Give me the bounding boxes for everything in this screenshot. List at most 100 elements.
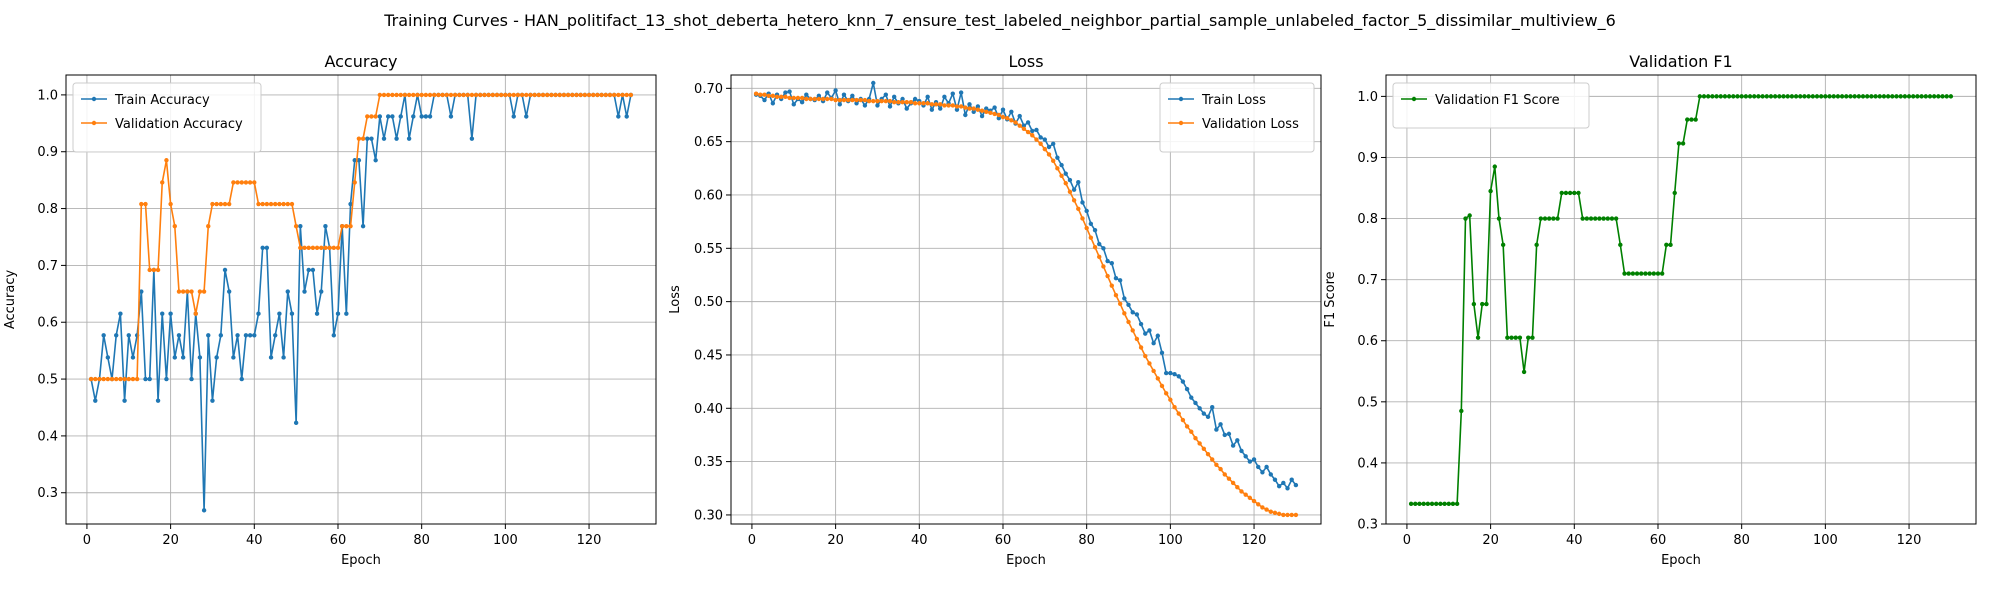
data-point bbox=[1159, 350, 1165, 356]
legend: Validation F1 Score bbox=[1392, 82, 1590, 129]
data-point bbox=[344, 311, 349, 316]
data-point bbox=[1272, 477, 1278, 482]
data-point bbox=[908, 100, 914, 105]
legend-swatch-marker bbox=[1411, 96, 1417, 102]
data-point bbox=[1689, 117, 1694, 122]
data-point bbox=[511, 114, 516, 119]
data-point bbox=[143, 376, 148, 382]
data-point bbox=[1869, 94, 1874, 99]
data-point bbox=[758, 92, 763, 97]
data-point bbox=[1521, 369, 1527, 375]
x-tick-label: 80 bbox=[1078, 533, 1095, 548]
data-point bbox=[1051, 141, 1056, 146]
data-point bbox=[1193, 400, 1198, 406]
data-point bbox=[402, 92, 408, 98]
data-point bbox=[1718, 94, 1723, 99]
data-point bbox=[1756, 94, 1761, 99]
data-point bbox=[1025, 129, 1031, 135]
data-point bbox=[984, 109, 989, 114]
legend-label: Validation Loss bbox=[1202, 117, 1299, 132]
data-point bbox=[260, 245, 265, 250]
data-point bbox=[310, 267, 316, 273]
data-point bbox=[168, 311, 173, 316]
data-point bbox=[243, 180, 249, 185]
data-point bbox=[1151, 341, 1156, 346]
data-point bbox=[1113, 275, 1119, 281]
data-point bbox=[1017, 113, 1022, 119]
data-point bbox=[896, 100, 901, 105]
data-point bbox=[273, 333, 278, 338]
data-point bbox=[1764, 94, 1769, 99]
data-point bbox=[912, 101, 918, 106]
data-point bbox=[411, 92, 416, 98]
data-point bbox=[1739, 94, 1744, 99]
y-axis-label: F1 Score bbox=[1323, 271, 1338, 327]
data-point bbox=[406, 92, 412, 98]
data-point bbox=[1417, 501, 1422, 507]
data-point bbox=[281, 355, 286, 360]
data-point bbox=[1542, 216, 1548, 221]
data-point bbox=[339, 223, 345, 229]
data-point bbox=[1226, 431, 1232, 437]
data-point bbox=[942, 103, 947, 108]
data-point bbox=[979, 113, 985, 119]
data-point bbox=[360, 223, 366, 229]
data-point bbox=[507, 92, 512, 98]
data-point bbox=[1877, 94, 1882, 99]
data-point bbox=[762, 92, 767, 97]
data-point bbox=[440, 92, 445, 98]
x-tick-label: 0 bbox=[83, 533, 91, 548]
data-point bbox=[511, 92, 516, 98]
data-point bbox=[938, 106, 943, 111]
data-point bbox=[256, 311, 261, 316]
data-point bbox=[247, 333, 253, 338]
data-point bbox=[1226, 476, 1232, 481]
data-point bbox=[620, 92, 625, 98]
data-point bbox=[1643, 271, 1648, 276]
data-point bbox=[1276, 483, 1282, 489]
data-point bbox=[356, 158, 362, 163]
data-point bbox=[779, 94, 784, 100]
data-point bbox=[984, 106, 989, 111]
data-point bbox=[293, 420, 299, 426]
x-tick-label: 0 bbox=[748, 533, 756, 548]
y-axis-label: Loss bbox=[668, 285, 683, 314]
data-point bbox=[478, 92, 483, 98]
data-point bbox=[1218, 422, 1223, 427]
data-point bbox=[1230, 480, 1236, 486]
data-point bbox=[197, 289, 203, 294]
data-point bbox=[967, 102, 972, 107]
chart-title: Validation F1 bbox=[1629, 52, 1732, 71]
data-point bbox=[904, 100, 909, 105]
data-point bbox=[565, 92, 571, 98]
x-tick-label: 60 bbox=[330, 533, 347, 548]
series-line bbox=[755, 82, 1297, 490]
data-point bbox=[1818, 94, 1824, 99]
data-point bbox=[419, 114, 424, 119]
data-point bbox=[122, 398, 127, 403]
y-tick-label: 0.9 bbox=[1357, 151, 1378, 166]
data-point bbox=[139, 289, 144, 294]
data-point bbox=[1281, 480, 1286, 486]
data-point bbox=[365, 114, 370, 119]
data-point bbox=[1101, 264, 1106, 269]
data-point bbox=[1126, 302, 1131, 308]
data-point bbox=[1067, 189, 1073, 194]
data-point bbox=[1021, 123, 1027, 128]
data-point bbox=[1168, 370, 1173, 376]
data-point bbox=[373, 158, 378, 163]
data-point bbox=[1496, 216, 1502, 221]
data-point bbox=[557, 92, 562, 98]
data-point bbox=[1063, 181, 1068, 186]
data-point bbox=[1936, 94, 1941, 99]
y-tick-label: 0.55 bbox=[694, 242, 723, 257]
data-point bbox=[277, 311, 282, 316]
x-tick-label: 40 bbox=[911, 533, 928, 548]
data-point bbox=[1839, 94, 1845, 99]
data-point bbox=[1000, 107, 1006, 112]
x-tick-label: 100 bbox=[493, 533, 518, 548]
data-point bbox=[1172, 405, 1177, 410]
y-tick-label: 0.9 bbox=[37, 145, 58, 160]
data-point bbox=[319, 289, 324, 294]
data-point bbox=[1768, 94, 1774, 99]
